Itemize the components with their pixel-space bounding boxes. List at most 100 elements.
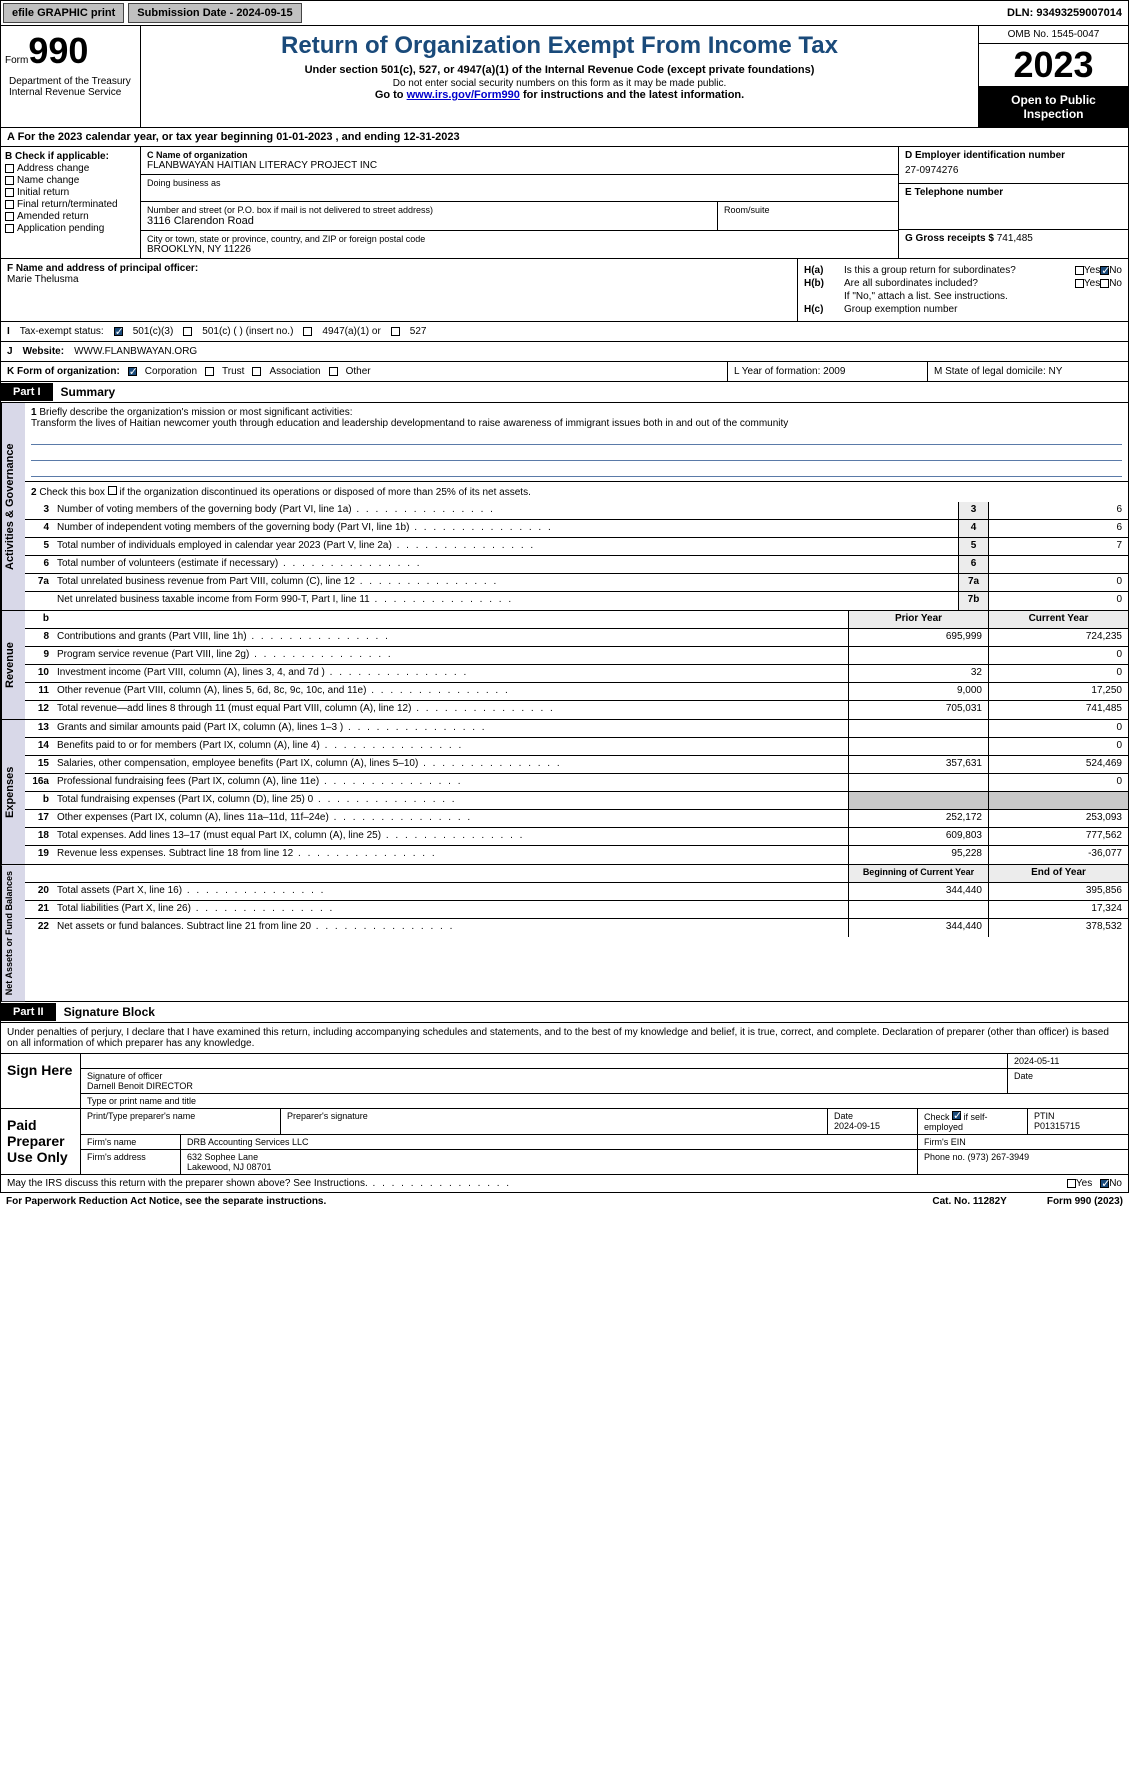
submission-date-button[interactable]: Submission Date - 2024-09-15: [128, 3, 301, 23]
chk-corp[interactable]: [128, 367, 137, 376]
chk-amended[interactable]: [5, 212, 14, 221]
phone-lbl: Phone no.: [924, 1152, 965, 1162]
i-text: Tax-exempt status:: [20, 326, 104, 337]
discuss-row: May the IRS discuss this return with the…: [0, 1175, 1129, 1193]
sign-here-label: Sign Here: [1, 1054, 81, 1108]
q1-label: Briefly describe the organization's miss…: [39, 407, 352, 418]
prep-sig-lbl: Preparer's signature: [281, 1109, 828, 1134]
efile-print-button[interactable]: efile GRAPHIC print: [3, 3, 124, 23]
firm-addr: 632 Sophee Lane: [187, 1152, 258, 1162]
sig-intro: Under penalties of perjury, I declare th…: [0, 1023, 1129, 1054]
chk-name-change[interactable]: [5, 176, 14, 185]
q1-num: 1: [31, 407, 37, 418]
sig-officer-lbl: Signature of officer: [87, 1071, 162, 1081]
lbl-initial-return: Initial return: [17, 187, 69, 198]
firm-city: Lakewood, NJ 08701: [187, 1162, 272, 1172]
prep-date: 2024-09-15: [834, 1121, 880, 1131]
paid-preparer-label: Paid Preparer Use Only: [1, 1109, 81, 1174]
lbl-app-pending: Application pending: [17, 223, 104, 234]
table-row: 12Total revenue—add lines 8 through 11 (…: [25, 701, 1128, 719]
chk-final-return[interactable]: [5, 200, 14, 209]
chk-ha-yes[interactable]: [1075, 266, 1084, 275]
side-netassets: Net Assets or Fund Balances: [1, 865, 25, 1001]
section-a: A For the 2023 calendar year, or tax yea…: [0, 128, 1129, 147]
chk-initial-return[interactable]: [5, 188, 14, 197]
chk-address-change[interactable]: [5, 164, 14, 173]
table-row: 15Salaries, other compensation, employee…: [25, 756, 1128, 774]
hc-label: H(c): [804, 304, 844, 315]
lbl-trust: Trust: [222, 366, 244, 377]
form-header: Form990 Department of the Treasury Inter…: [0, 26, 1129, 128]
form-number: 990: [28, 30, 88, 71]
chk-self-employed[interactable]: [952, 1111, 961, 1120]
table-row: 20Total assets (Part X, line 16)344,4403…: [25, 883, 1128, 901]
c-name-label: C Name of organization: [147, 150, 892, 160]
part2-header: Part II Signature Block: [0, 1002, 1129, 1023]
chk-501c[interactable]: [183, 327, 192, 336]
lbl-no: No: [1109, 1178, 1122, 1189]
ssn-warning: Do not enter social security numbers on …: [147, 78, 972, 89]
chk-527[interactable]: [391, 327, 400, 336]
chk-hb-yes[interactable]: [1075, 279, 1084, 288]
lbl-final-return: Final return/terminated: [17, 199, 118, 210]
gross-label: G Gross receipts $: [905, 233, 994, 244]
ptin-lbl: PTIN: [1034, 1111, 1055, 1121]
chk-trust[interactable]: [205, 367, 214, 376]
irs-link[interactable]: www.irs.gov/Form990: [407, 89, 520, 101]
room-label: Room/suite: [718, 202, 898, 230]
row-fgh: F Name and address of principal officer:…: [0, 259, 1129, 322]
part2-tag: Part II: [1, 1003, 56, 1021]
goto-post: for instructions and the latest informat…: [520, 89, 744, 101]
chk-assoc[interactable]: [252, 367, 261, 376]
lbl-527: 527: [410, 326, 427, 337]
lbl-501c3: 501(c)(3): [133, 326, 174, 337]
hb-label: H(b): [804, 278, 844, 289]
year-formation: L Year of formation: 2009: [728, 362, 928, 381]
form-footer: Form 990 (2023): [1047, 1196, 1123, 1207]
cat-no: Cat. No. 11282Y: [932, 1196, 1006, 1207]
table-row: 21Total liabilities (Part X, line 26)17,…: [25, 901, 1128, 919]
row-j: J Website: WWW.FLANBWAYAN.ORG: [0, 342, 1129, 362]
open-public: Open to Public Inspection: [979, 87, 1128, 127]
chk-ha-no[interactable]: [1100, 266, 1109, 275]
tel-label: E Telephone number: [905, 187, 1122, 198]
addr-label: Number and street (or P.O. box if mail i…: [147, 205, 711, 215]
hb-note: If "No," attach a list. See instructions…: [804, 291, 1122, 302]
row-k: K Form of organization: Corporation Trus…: [0, 362, 1129, 382]
form-label: Form: [5, 55, 28, 66]
discuss-text: May the IRS discuss this return with the…: [7, 1178, 1067, 1189]
officer-name: Marie Thelusma: [7, 274, 791, 285]
chk-discuss-no[interactable]: [1100, 1179, 1109, 1188]
form-title: Return of Organization Exempt From Incom…: [147, 32, 972, 60]
hb-text: Are all subordinates included?: [844, 278, 1075, 289]
form-subtitle: Under section 501(c), 527, or 4947(a)(1)…: [147, 64, 972, 76]
dept-text: Department of the Treasury Internal Reve…: [5, 72, 136, 102]
lbl-assoc: Association: [269, 366, 320, 377]
part1-title: Summary: [53, 382, 124, 402]
chk-discontinued[interactable]: [108, 486, 117, 495]
topbar: efile GRAPHIC print Submission Date - 20…: [0, 0, 1129, 26]
k-label: K Form of organization:: [7, 366, 120, 377]
table-row: 3Number of voting members of the governi…: [25, 502, 1128, 520]
i-label: I: [7, 326, 10, 337]
part2-title: Signature Block: [56, 1002, 163, 1022]
hdr-beg: Beginning of Current Year: [848, 865, 988, 882]
table-row: 16aProfessional fundraising fees (Part I…: [25, 774, 1128, 792]
website-value: WWW.FLANBWAYAN.ORG: [74, 346, 197, 357]
chk-discuss-yes[interactable]: [1067, 1179, 1076, 1188]
dba-label: Doing business as: [147, 178, 892, 188]
chk-app-pending[interactable]: [5, 224, 14, 233]
chk-501c3[interactable]: [114, 327, 123, 336]
footer: For Paperwork Reduction Act Notice, see …: [0, 1193, 1129, 1210]
chk-hb-no[interactable]: [1100, 279, 1109, 288]
ha-text: Is this a group return for subordinates?: [844, 265, 1075, 276]
governance-section: Activities & Governance 1 Briefly descri…: [0, 403, 1129, 611]
tax-year: 2023: [979, 44, 1128, 87]
revenue-section: Revenue bPrior YearCurrent Year 8Contrib…: [0, 611, 1129, 720]
org-address: 3116 Clarendon Road: [147, 215, 711, 227]
table-row: 9Program service revenue (Part VIII, lin…: [25, 647, 1128, 665]
chk-4947[interactable]: [303, 327, 312, 336]
sign-here-block: Sign Here 2024-05-11 Signature of office…: [0, 1054, 1129, 1109]
chk-other[interactable]: [329, 367, 338, 376]
firm-addr-lbl: Firm's address: [81, 1150, 181, 1174]
